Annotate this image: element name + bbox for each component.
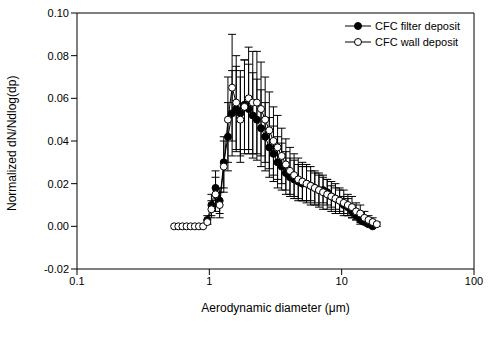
svg-text:1: 1: [206, 275, 212, 287]
svg-text:0.02: 0.02: [48, 178, 69, 190]
svg-text:0.08: 0.08: [48, 50, 69, 62]
svg-text:0.04: 0.04: [48, 135, 69, 147]
svg-text:0.06: 0.06: [48, 92, 69, 104]
svg-text:0.00: 0.00: [48, 220, 69, 232]
svg-text:0.1: 0.1: [69, 275, 84, 287]
svg-text:100: 100: [465, 275, 483, 287]
svg-text:10: 10: [336, 275, 348, 287]
svg-text:Aerodynamic diameter (μm): Aerodynamic diameter (μm): [201, 301, 349, 315]
html-text:CFC wall deposit: CFC wall deposit: [375, 36, 459, 48]
svg-text:-0.02: -0.02: [44, 263, 69, 275]
svg-text:0.10: 0.10: [48, 7, 69, 19]
html-text:CFC filter deposit: CFC filter deposit: [375, 20, 460, 32]
svg-text:Normalized dN/Ndlog(dp): Normalized dN/Ndlog(dp): [8, 76, 19, 211]
